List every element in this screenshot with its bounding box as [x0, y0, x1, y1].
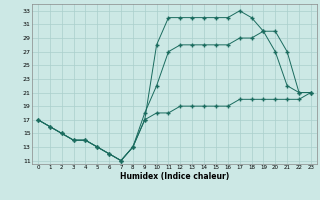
X-axis label: Humidex (Indice chaleur): Humidex (Indice chaleur)	[120, 172, 229, 181]
